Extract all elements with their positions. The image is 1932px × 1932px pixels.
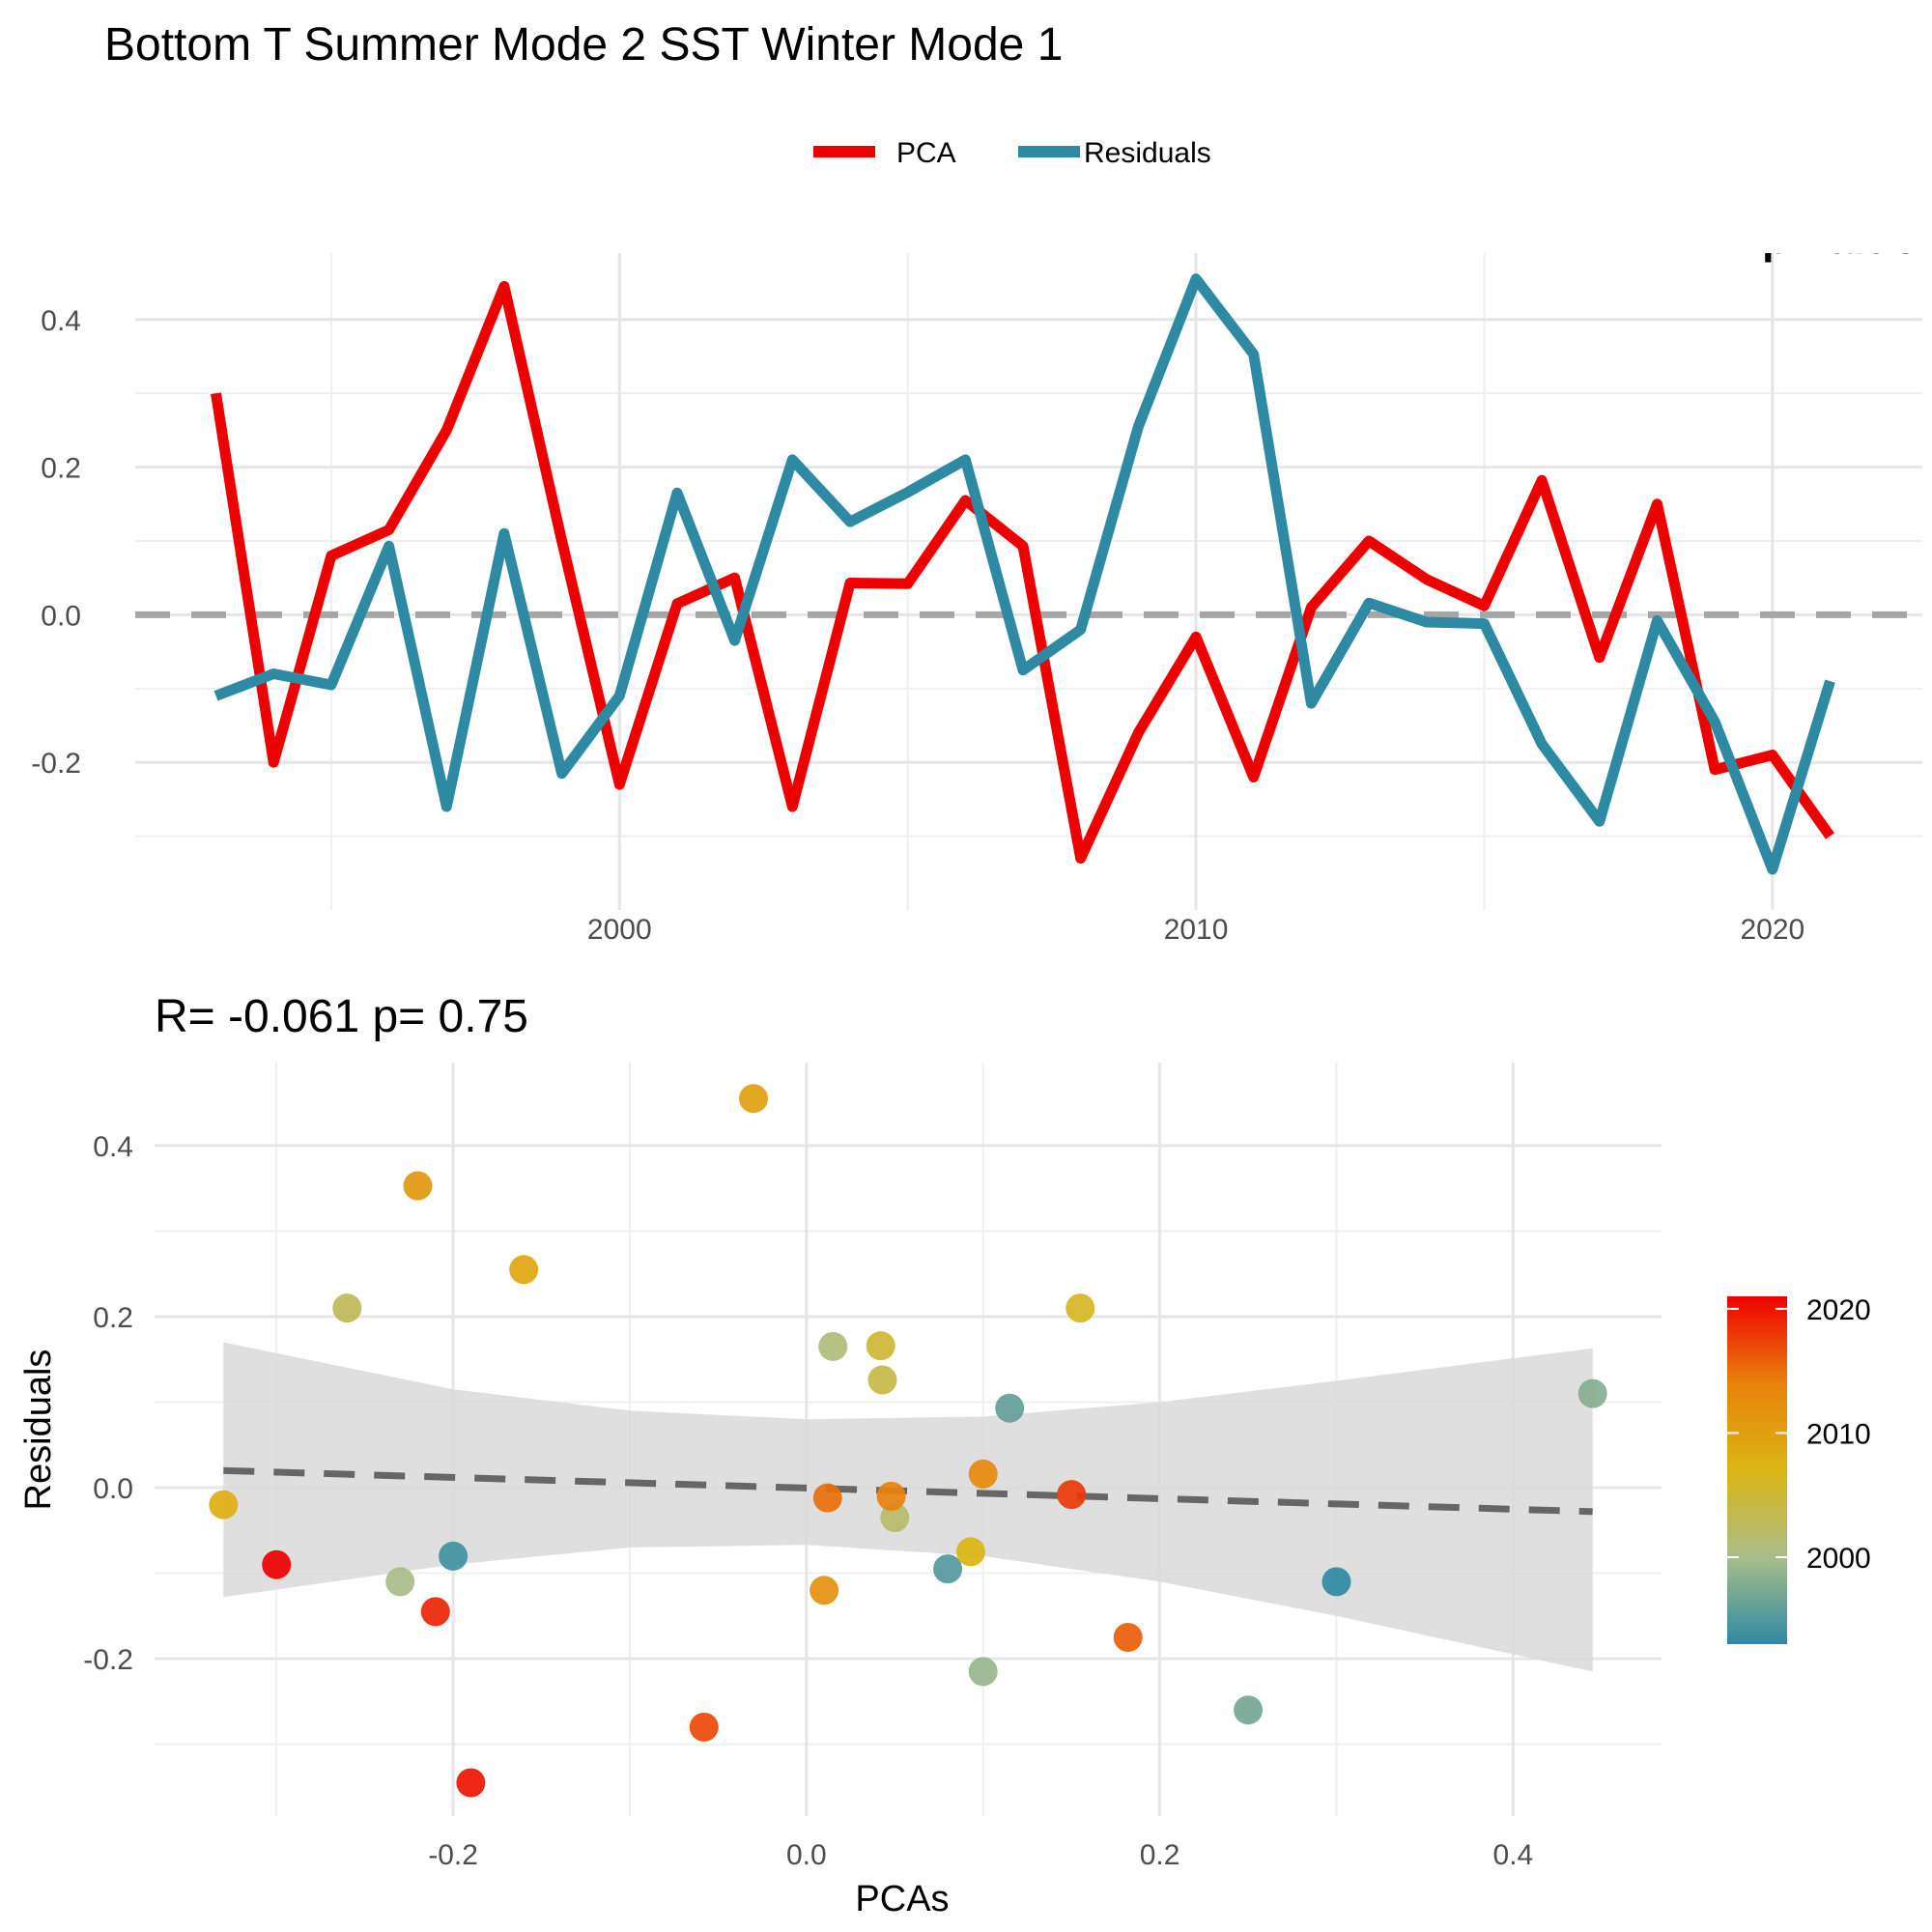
scatter-point <box>818 1331 848 1361</box>
scatter-point <box>968 1459 998 1489</box>
x-tick-label: 0.2 <box>1140 1839 1180 1871</box>
scatter-points <box>209 1084 1607 1798</box>
y-tick-label: 0.4 <box>93 1131 133 1163</box>
series-line-pca <box>211 280 1834 864</box>
scatter-point <box>995 1393 1025 1423</box>
x-tick-label: 2000 <box>587 914 652 946</box>
scatter-point <box>403 1171 433 1201</box>
scatter-point <box>739 1084 768 1114</box>
x-tick-label: 0.0 <box>786 1839 827 1871</box>
y-tick-label: 0.0 <box>93 1473 133 1505</box>
corner-label: r p-value <box>1732 213 1918 263</box>
scatter-point <box>866 1331 895 1361</box>
colorbar-tick-label: 2010 <box>1806 1418 1871 1450</box>
scatter-point <box>509 1255 539 1285</box>
scatter-point <box>209 1490 239 1520</box>
scatter-point <box>1057 1480 1087 1510</box>
scatter-point <box>262 1549 292 1579</box>
chart-title: Bottom T Summer Mode 2 SST Winter Mode 1 <box>104 19 1063 71</box>
scatter-point <box>420 1597 450 1627</box>
scatter-point <box>880 1503 910 1532</box>
y-tick-label: -0.2 <box>83 1644 133 1676</box>
x-tick-label: 0.4 <box>1493 1839 1534 1871</box>
y-tick-label: 0.4 <box>41 305 81 337</box>
y-axis-title: Residuals <box>18 1350 59 1511</box>
y-tick-label: 0.2 <box>41 453 81 485</box>
bottom-panel-axes: -0.2 0.0 0.2 0.4 -0.2 0.0 0.2 0.4 <box>83 1131 1533 1871</box>
colorbar-tick-label: 2000 <box>1806 1543 1871 1575</box>
scatter-point <box>1321 1567 1351 1597</box>
x-tick-label: 2020 <box>1740 914 1804 946</box>
scatter-subtitle: R= -0.061 p= 0.75 <box>155 991 528 1042</box>
scatter-point <box>968 1657 998 1687</box>
y-tick-label: 0.0 <box>41 600 81 632</box>
top-panel-axes: -0.2 0.0 0.2 0.4 2000 2010 2020 <box>31 305 1804 946</box>
colorbar-tick-label: 2020 <box>1806 1294 1871 1326</box>
colorbar-ramp <box>1727 1296 1787 1644</box>
scatter-point <box>876 1481 906 1511</box>
x-axis-title: PCAs <box>855 1879 949 1919</box>
confidence-band <box>223 1342 1593 1672</box>
scatter-point <box>1113 1623 1143 1652</box>
legend-label-pca: PCA <box>896 137 956 169</box>
colorbar: 2000 2010 2020 <box>1727 1294 1871 1644</box>
scatter-point <box>456 1768 486 1798</box>
y-tick-label: 0.2 <box>93 1302 133 1334</box>
y-tick-label: -0.2 <box>31 748 81 780</box>
scatter-point <box>1577 1378 1607 1408</box>
scatter-point <box>439 1541 469 1571</box>
scatter-point <box>385 1567 415 1597</box>
legend: PCA Residuals <box>813 137 1211 169</box>
x-tick-label: 2010 <box>1164 914 1229 946</box>
scatter-point <box>955 1537 985 1567</box>
regression-line <box>223 1466 1593 1516</box>
scatter-point <box>332 1293 362 1323</box>
top-panel-series <box>135 273 1922 875</box>
scatter-point <box>810 1576 839 1605</box>
legend-label-residuals: Residuals <box>1084 137 1211 169</box>
scatter-point <box>933 1554 963 1584</box>
confidence-ribbon <box>223 1342 1593 1672</box>
x-tick-label: -0.2 <box>428 1839 478 1871</box>
scatter-point <box>689 1712 719 1742</box>
scatter-point <box>1065 1293 1095 1323</box>
series-line-residuals <box>213 273 1835 875</box>
scatter-point <box>812 1483 842 1513</box>
scatter-point <box>867 1365 897 1395</box>
scatter-point <box>1234 1695 1264 1725</box>
